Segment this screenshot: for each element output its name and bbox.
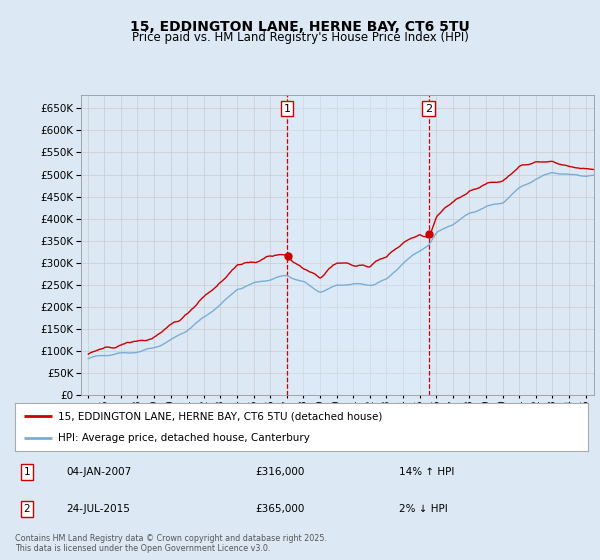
Text: 24-JUL-2015: 24-JUL-2015 [67, 504, 130, 514]
Text: £365,000: £365,000 [256, 504, 305, 514]
Text: 15, EDDINGTON LANE, HERNE BAY, CT6 5TU (detached house): 15, EDDINGTON LANE, HERNE BAY, CT6 5TU (… [58, 411, 382, 421]
Text: 2: 2 [23, 504, 30, 514]
Text: £316,000: £316,000 [256, 468, 305, 478]
Text: Contains HM Land Registry data © Crown copyright and database right 2025.
This d: Contains HM Land Registry data © Crown c… [15, 534, 327, 553]
Bar [287, 95, 429, 395]
Text: Price paid vs. HM Land Registry's House Price Index (HPI): Price paid vs. HM Land Registry's House … [131, 31, 469, 44]
Text: 1: 1 [23, 468, 30, 478]
Text: HPI: Average price, detached house, Canterbury: HPI: Average price, detached house, Cant… [58, 433, 310, 443]
Text: 14% ↑ HPI: 14% ↑ HPI [399, 468, 454, 478]
Text: 1: 1 [284, 104, 290, 114]
Text: 04-JAN-2007: 04-JAN-2007 [67, 468, 132, 478]
Text: 2% ↓ HPI: 2% ↓ HPI [399, 504, 448, 514]
Text: 15, EDDINGTON LANE, HERNE BAY, CT6 5TU: 15, EDDINGTON LANE, HERNE BAY, CT6 5TU [130, 20, 470, 34]
Text: 2: 2 [425, 104, 433, 114]
